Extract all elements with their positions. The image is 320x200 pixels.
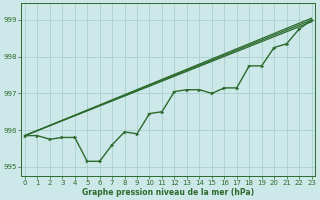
X-axis label: Graphe pression niveau de la mer (hPa): Graphe pression niveau de la mer (hPa) [82,188,254,197]
